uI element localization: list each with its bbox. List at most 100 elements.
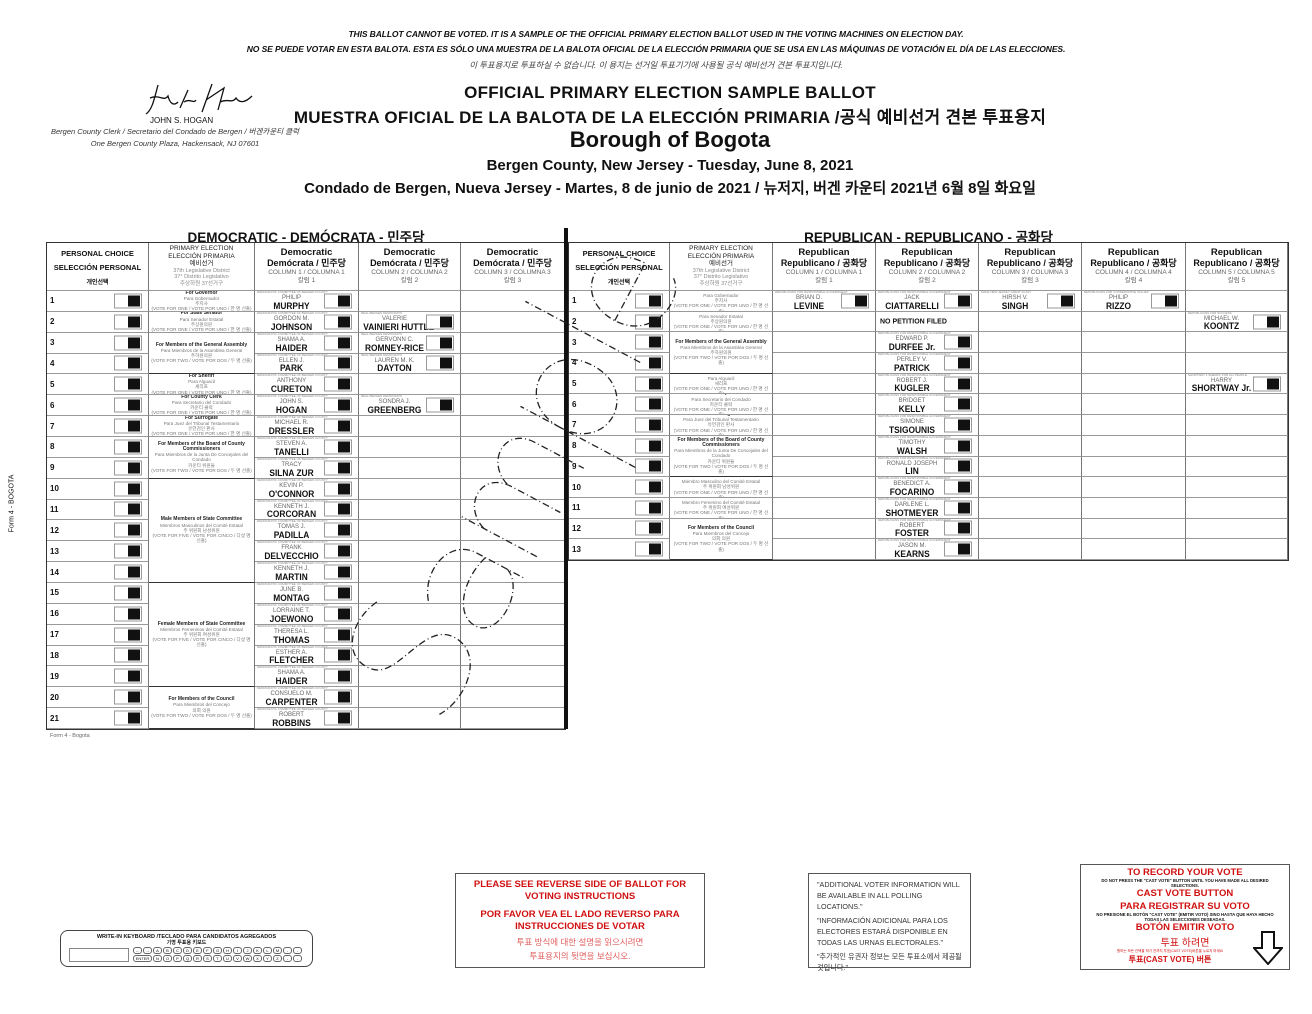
checkbox[interactable]	[114, 335, 142, 351]
checkbox[interactable]	[324, 481, 352, 497]
checkbox[interactable]	[635, 458, 663, 474]
checkbox[interactable]	[635, 438, 663, 454]
checkbox[interactable]	[324, 564, 352, 580]
checkbox[interactable]	[324, 460, 352, 476]
checkbox[interactable]	[635, 355, 663, 371]
checkbox[interactable]	[114, 501, 142, 517]
checkbox[interactable]	[635, 500, 663, 516]
candidate-cell[interactable]: DEMOCRATIC COMMITTEE OF BERGEN COUNTY ELL…	[255, 353, 359, 375]
checkbox[interactable]	[324, 543, 352, 559]
keyboard-key[interactable]: K	[253, 947, 262, 954]
candidate-cell[interactable]: DEMOCRATIC COMMITTEE OF BERGEN COUNTY LOR…	[255, 603, 359, 625]
checkbox[interactable]	[324, 439, 352, 455]
candidate-cell[interactable]: REPUBLICANS FOR RESPONSIBLE GOVERNMENT JA…	[876, 539, 979, 560]
checkbox[interactable]	[944, 438, 972, 454]
checkbox[interactable]	[426, 355, 454, 371]
candidate-cell[interactable]: REPUBLICANS FOR RESPONSIBLE GOVERNMENT RO…	[876, 373, 979, 395]
candidate-cell[interactable]: SHORTWAY 4 SHERIFF FOR ALL PEOPLE HARRY SH…	[1186, 373, 1288, 395]
checkbox[interactable]	[635, 541, 663, 557]
checkbox[interactable]	[114, 585, 142, 601]
checkbox[interactable]	[114, 314, 142, 330]
checkbox[interactable]	[114, 710, 142, 726]
candidate-cell[interactable]: DEMOCRATIC COMMITTEE OF BERGEN COUNTY STE…	[255, 437, 359, 458]
checkbox[interactable]	[114, 606, 142, 622]
candidate-cell[interactable]: DEMOCRATIC COMMITTEE OF BERGEN COUNTY JOH…	[255, 395, 359, 417]
checkbox[interactable]	[114, 439, 142, 455]
checkbox[interactable]	[841, 293, 869, 309]
candidate-cell[interactable]: REPUBLICANS FOR RESPONSIBLE GOVERNMENT JA…	[876, 291, 979, 312]
candidate-cell[interactable]: REAL BERGEN DEMOCRATS VALERIE VAINIERI HUT…	[359, 311, 461, 333]
candidate-cell[interactable]: REPUBLICANS FOR RESPONSIBLE GOVERNMENT PE…	[876, 353, 979, 374]
candidate-cell[interactable]: DEMOCRATIC COMMITTEE OF BERGEN COUNTY MIC…	[255, 416, 359, 437]
keyboard-key[interactable]: W	[243, 955, 252, 962]
checkbox[interactable]	[944, 417, 972, 433]
checkbox[interactable]	[944, 479, 972, 495]
checkbox[interactable]	[324, 710, 352, 726]
candidate-cell[interactable]: REPUBLICANS FOR CONSERVATIVE VALUES PHILI…	[1082, 291, 1186, 312]
keyboard-key[interactable]: R	[193, 955, 202, 962]
checkbox[interactable]	[635, 293, 663, 309]
checkbox[interactable]	[1253, 314, 1281, 330]
checkbox[interactable]	[324, 376, 352, 392]
checkbox[interactable]	[114, 355, 142, 371]
candidate-cell[interactable]: REAL BERGEN DEMOCRATS SONDRA J. GREENBERG	[359, 395, 461, 417]
keyboard-key[interactable]: -	[283, 955, 292, 962]
keyboard-key[interactable]: X	[253, 955, 262, 962]
checkbox[interactable]	[944, 541, 972, 557]
keyboard-key[interactable]: G	[213, 947, 222, 954]
checkbox[interactable]	[635, 396, 663, 412]
checkbox[interactable]	[324, 397, 352, 413]
keyboard-key[interactable]: O	[163, 955, 172, 962]
keyboard-key[interactable]: H	[223, 947, 232, 954]
keyboard-key[interactable]: I	[233, 947, 242, 954]
candidate-cell[interactable]: REPUBLICANS FOR RESPONSIBLE GOVERNMENT TI…	[876, 435, 979, 457]
checkbox[interactable]	[324, 585, 352, 601]
keyboard-key[interactable]: Y	[263, 955, 272, 962]
checkbox[interactable]	[324, 668, 352, 684]
checkbox[interactable]	[944, 293, 972, 309]
checkbox[interactable]	[324, 647, 352, 663]
checkbox[interactable]	[944, 520, 972, 536]
keyboard-key[interactable]: F	[203, 947, 212, 954]
checkbox[interactable]	[944, 334, 972, 350]
candidate-cell[interactable]: DEMOCRATIC COMMITTEE OF BERGEN COUNTY SHA…	[255, 332, 359, 354]
checkbox[interactable]	[944, 458, 972, 474]
checkbox[interactable]	[635, 376, 663, 392]
keyboard-key[interactable]: D	[183, 947, 192, 954]
checkbox[interactable]	[114, 564, 142, 580]
checkbox[interactable]	[324, 689, 352, 705]
candidate-cell[interactable]: DEMOCRATIC COMMITTEE OF BERGEN COUNTY EST…	[255, 645, 359, 667]
candidate-cell[interactable]: REPUBLICANS FOR RESPONSIBLE GOVERNMENT SI…	[876, 415, 979, 436]
keyboard-key[interactable]: E	[193, 947, 202, 954]
keyboard-key[interactable]: P	[173, 955, 182, 962]
candidate-cell[interactable]: REPUBLICANS FOR RESPONSIBLE GOVERNMENT BR…	[773, 291, 876, 312]
checkbox[interactable]	[114, 543, 142, 559]
keyboard-key[interactable]: V	[233, 955, 242, 962]
candidate-cell[interactable]: REPUBLICANS FOR RESPONSIBLE GOVERNMENT ED…	[876, 332, 979, 354]
checkbox[interactable]	[114, 397, 142, 413]
candidate-cell[interactable]: REPUBLICANS FOR RESPONSIBLE GOVERNMENT BE…	[876, 477, 979, 498]
candidate-cell[interactable]: DEMOCRATIC COMMITTEE OF BERGEN COUNTY SHA…	[255, 666, 359, 688]
candidate-cell[interactable]: REPUBLICANS FOR RESPONSIBLE GOVERNMENT BR…	[876, 394, 979, 416]
candidate-cell[interactable]: DEMOCRATIC COMMITTEE OF BERGEN COUNTY FRA…	[255, 541, 359, 563]
checkbox[interactable]	[114, 376, 142, 392]
candidate-cell[interactable]: DEMOCRATIC COMMITTEE OF BERGEN COUNTY ROB…	[255, 708, 359, 729]
keyboard-key[interactable]: M	[273, 947, 282, 954]
keyboard-key[interactable]: -	[293, 955, 302, 962]
checkbox[interactable]	[324, 335, 352, 351]
candidate-cell[interactable]: REPUBLICANS FOR SUCCESS MICHAEL W. KOONTZ	[1186, 311, 1288, 333]
candidate-cell[interactable]: DEMOCRATIC COMMITTEE OF BERGEN COUNTY ANT…	[255, 374, 359, 396]
candidate-cell[interactable]: REAL BERGEN DEMOCRATS LAUREN M. K. DAYTON	[359, 353, 461, 375]
keyboard-key[interactable]: Q	[183, 955, 192, 962]
checkbox[interactable]	[635, 520, 663, 536]
keyboard-key[interactable]: L	[263, 947, 272, 954]
checkbox[interactable]	[635, 417, 663, 433]
checkbox[interactable]	[635, 314, 663, 330]
checkbox[interactable]	[426, 397, 454, 413]
candidate-cell[interactable]: DEMOCRATIC COMMITTEE OF BERGEN COUNTY KEV…	[255, 478, 359, 500]
keyboard-key[interactable]: Z	[273, 955, 282, 962]
keyboard-key[interactable]: S	[203, 955, 212, 962]
checkbox[interactable]	[114, 418, 142, 434]
checkbox[interactable]	[324, 501, 352, 517]
checkbox[interactable]	[324, 418, 352, 434]
